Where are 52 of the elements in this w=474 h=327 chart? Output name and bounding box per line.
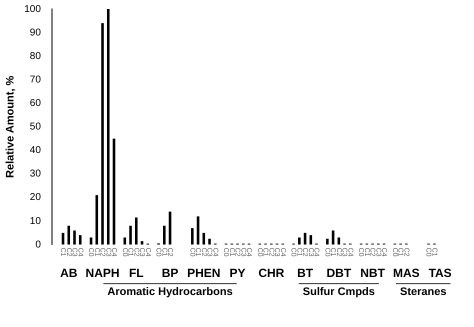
bar — [338, 238, 340, 245]
bar — [101, 23, 104, 245]
bar — [124, 238, 126, 245]
y-tick-label: 90 — [30, 27, 42, 38]
x-tick-label: BP — [162, 266, 178, 280]
y-axis-title: Relative Amount, % — [4, 75, 17, 178]
y-tick-label: 80 — [30, 50, 42, 62]
bar — [168, 212, 172, 245]
bar — [326, 238, 329, 245]
bar — [73, 230, 76, 245]
y-tick-label: 60 — [30, 98, 42, 109]
bar — [310, 235, 312, 245]
x-tick-label: PY — [230, 266, 246, 280]
y-tick-label: 50 — [30, 122, 42, 133]
text: Sulfur Cmpds — [302, 286, 375, 298]
bar — [304, 232, 306, 245]
bar — [196, 216, 200, 245]
bar — [90, 238, 92, 245]
bar — [95, 195, 98, 245]
x-tick-label: MAS — [393, 266, 420, 280]
bar — [129, 226, 132, 245]
x-tick-label: AB — [60, 266, 78, 280]
bar — [332, 230, 334, 245]
bar — [67, 226, 70, 245]
y-tick-label: 40 — [30, 145, 42, 156]
bar — [78, 235, 82, 245]
y-tick-label: 20 — [30, 192, 42, 204]
bar — [62, 232, 64, 245]
x-tick-label: BT — [297, 266, 314, 280]
text: Steranes — [400, 286, 446, 298]
x-tick-label: TAS — [428, 266, 452, 280]
bar — [134, 218, 138, 245]
bar — [191, 228, 194, 245]
x-tick-label: CHR — [258, 266, 285, 280]
y-tick-label: 30 — [30, 168, 42, 180]
x-tick-label: DBT — [326, 266, 352, 280]
text: Aromatic Hydrocarbons — [107, 286, 233, 298]
x-tick-label: FL — [128, 266, 144, 280]
x-tick-label: PHEN — [187, 266, 220, 280]
x-tick-label: NAPH — [86, 266, 120, 280]
bar — [298, 238, 301, 245]
bar — [163, 226, 166, 245]
y-tick-label: 10 — [30, 216, 42, 227]
x-tick-label: NBT — [360, 266, 386, 280]
y-tick-label: 0 — [35, 239, 42, 250]
y-tick-label: 100 — [24, 4, 42, 15]
bar — [106, 9, 110, 245]
bar — [202, 232, 206, 245]
bar — [208, 238, 211, 245]
bar — [112, 138, 116, 245]
y-tick-label: 70 — [30, 74, 42, 86]
bar — [140, 241, 144, 245]
